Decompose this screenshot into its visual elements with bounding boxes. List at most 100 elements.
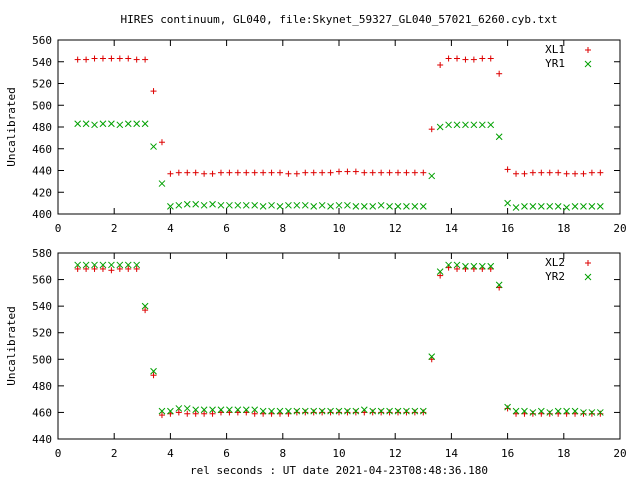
x-tick-label: 18 [557, 447, 570, 460]
data-point-xl1 [420, 169, 427, 176]
data-point-yr2 [352, 407, 360, 415]
data-point-xl1 [268, 169, 275, 176]
data-point-yr1-b [217, 201, 225, 209]
x-tick-label: 6 [223, 222, 230, 235]
y-tick-label: 440 [32, 433, 52, 446]
data-point-xl1 [521, 170, 528, 177]
data-point-yr1 [529, 203, 537, 210]
data-point-yr1-b [141, 120, 149, 128]
data-point-yr1 [453, 121, 461, 129]
data-point-yr2-b [580, 409, 587, 416]
data-point-yr2-b [167, 407, 174, 415]
y-tick-label: 400 [32, 208, 52, 221]
bottom-panel: Uncalibrated 0 2 4 6 8 10 12 14 16 18 20 440 460 480 5… [5, 247, 627, 460]
data-point-yr2 [445, 261, 452, 269]
data-point-yr2-b [546, 409, 554, 416]
data-point-yr2 [411, 407, 419, 415]
data-point-xl2 [327, 409, 334, 416]
data-point-yr2 [124, 261, 132, 269]
data-point-xl2 [411, 409, 418, 416]
data-point-yr1 [150, 143, 157, 150]
data-point-xl2 [116, 265, 123, 272]
data-point-yr2 [192, 406, 200, 414]
data-point-yr1-b [521, 203, 528, 210]
x-tick-label: 2 [111, 222, 118, 235]
data-point-yr2-b [394, 407, 402, 415]
data-point-xl1 [251, 169, 258, 176]
data-point-yr2-b [276, 407, 284, 415]
data-point-yr2-b [133, 261, 141, 269]
data-point-yr2 [116, 261, 124, 269]
data-point-yr1 [183, 200, 191, 208]
data-point-yr2 [394, 407, 402, 415]
data-point-xl1 [243, 169, 250, 176]
data-point-yr2 [386, 407, 393, 415]
y-tick-label: 480 [32, 121, 52, 134]
data-point-xl2 [209, 410, 216, 417]
data-point-xl2 [529, 410, 536, 417]
legend-marker-yr2-b [584, 273, 592, 281]
data-point-yr1-b [419, 203, 427, 210]
data-point-yr2-b [537, 407, 545, 415]
data-point-xl1 [369, 169, 376, 176]
data-point-yr1-b [352, 203, 360, 210]
data-point-yr1 [310, 203, 318, 210]
data-point-yr1 [580, 203, 587, 210]
data-point-yr2-b [436, 268, 444, 275]
data-point-yr2 [259, 407, 267, 415]
data-point-yr1-b [478, 121, 486, 129]
data-point-yr2-b [369, 407, 377, 415]
data-point-yr1 [436, 123, 444, 131]
data-point-yr2-b [419, 407, 427, 415]
data-point-xl1 [361, 169, 368, 176]
data-point-yr2-b [209, 406, 216, 414]
data-point-xl1 [150, 88, 157, 95]
data-point-xl1 [344, 168, 351, 175]
data-point-yr1-b [133, 120, 141, 128]
data-point-xl1 [234, 169, 241, 176]
y-tick-label: 500 [32, 99, 52, 112]
data-point-yr1 [487, 121, 495, 129]
data-point-yr2 [470, 262, 478, 270]
data-point-yr1-b [99, 120, 107, 128]
data-point-xl1 [411, 169, 418, 176]
y-tick-label: 420 [32, 186, 52, 199]
data-point-xl2 [310, 409, 317, 416]
x-tick-label: 0 [55, 447, 62, 460]
data-point-yr2 [276, 407, 284, 415]
data-point-xl1 [580, 170, 587, 177]
y-tick-label: 520 [32, 78, 52, 91]
data-point-yr1 [554, 203, 562, 210]
data-point-yr1 [209, 200, 216, 208]
data-point-xl1 [184, 169, 191, 176]
data-point-yr1 [285, 201, 292, 209]
data-point-yr1 [116, 121, 124, 129]
data-point-yr2 [318, 407, 326, 415]
data-point-yr2 [360, 406, 368, 414]
data-point-yr1 [226, 201, 233, 209]
data-point-yr2-b [521, 407, 528, 415]
data-point-yr1-b [428, 172, 436, 180]
legend-label-yr2: YR2 [545, 270, 565, 283]
data-point-yr2-b [386, 407, 393, 415]
data-point-xl1 [588, 169, 595, 176]
data-point-yr1-b [344, 201, 351, 209]
legend-marker-yr1 [584, 60, 592, 68]
data-point-xl1 [496, 70, 503, 77]
data-point-yr1 [521, 203, 528, 210]
data-point-xl1 [167, 170, 174, 177]
data-point-yr1-b [360, 203, 368, 210]
data-point-yr2-b [268, 407, 275, 415]
data-point-yr2 [234, 406, 242, 414]
data-point-xl2 [369, 409, 376, 416]
data-point-yr2-b [571, 407, 579, 415]
data-point-xl1 [158, 139, 165, 146]
data-point-yr1 [377, 201, 385, 209]
data-point-xl1 [487, 55, 494, 62]
data-point-yr1-b [470, 121, 478, 129]
data-point-xl2 [99, 265, 106, 272]
data-point-yr2-b [108, 261, 115, 269]
data-point-yr2-b [226, 406, 233, 414]
data-point-yr2-b [529, 409, 537, 416]
data-point-yr2 [310, 407, 318, 415]
